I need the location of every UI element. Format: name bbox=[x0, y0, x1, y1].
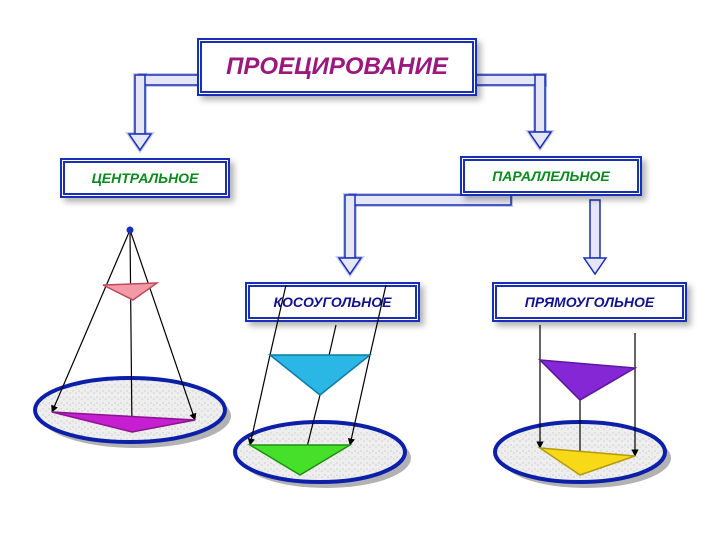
root-box: ПРОЕЦИРОВАНИЕ bbox=[197, 38, 477, 96]
root-label: ПРОЕЦИРОВАНИЕ bbox=[226, 53, 448, 81]
parallel-label: ПАРАЛЛЕЛЬНОЕ bbox=[492, 168, 610, 184]
central-box: ЦЕНТРАЛЬНОЕ bbox=[60, 158, 230, 198]
oblique-box: КОСОУГОЛЬНОЕ bbox=[245, 282, 420, 322]
ortho-label: ПРЯМОУГОЛЬНОЕ bbox=[525, 294, 654, 310]
ortho-box: ПРЯМОУГОЛЬНОЕ bbox=[492, 282, 687, 322]
oblique-label: КОСОУГОЛЬНОЕ bbox=[274, 294, 392, 310]
parallel-box: ПАРАЛЛЕЛЬНОЕ bbox=[460, 156, 642, 196]
central-label: ЦЕНТРАЛЬНОЕ bbox=[92, 170, 199, 186]
